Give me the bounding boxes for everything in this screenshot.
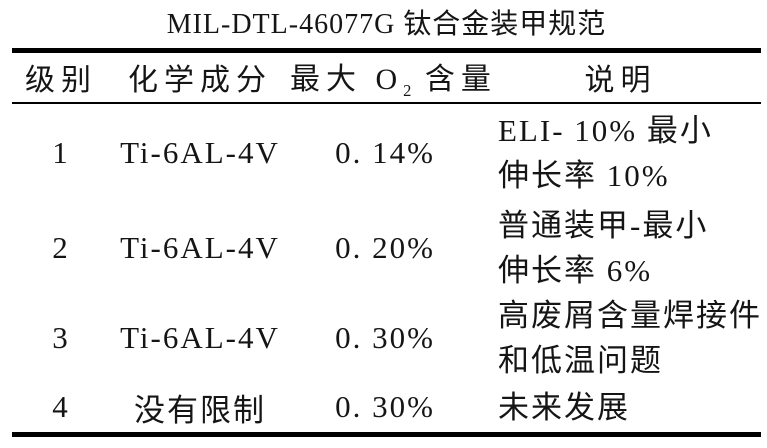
composition-cell: Ti-6AL-4V [120,229,280,265]
description-line-1: 高废屑含量焊接件 [498,297,762,333]
o2-subscript: 2 [403,80,412,100]
table-title: MIL-DTL-46077G 钛合金装甲规范 [166,9,607,40]
grade-cell: 4 [52,389,70,425]
table-header-row: 级别 化学成分 最大 O2 含量 说明 [12,51,761,103]
description-line-1: 普通装甲-最小 [498,207,709,243]
description-line-2: 和低温问题 [498,342,663,378]
description-line-1: ELI- 10% 最小 [498,113,713,148]
table-row: 4 没有限制 0. 30% 未来发展 [12,383,761,435]
max-o2-cell: 0. 30% [335,389,435,425]
column-header-description: 说明 [584,64,657,98]
grade-cell: 2 [52,229,70,265]
max-o2-text-suffix: 含量 [411,62,497,96]
column-header-grade: 级别 [25,64,97,98]
spec-table: 级别 化学成分 最大 O2 含量 说明 1 Ti-6AL-4V 0. 14% E… [12,48,761,437]
description-cell: ELI- 10% 最小 伸长率 10% [480,103,761,203]
table-row: 3 Ti-6AL-4V 0. 30% 高废屑含量焊接件 和低温问题 [12,293,761,383]
description-cell: 未来发展 [480,383,761,435]
column-header-max-o2: 最大 O2 含量 [290,51,491,103]
description-line-1: 未来发展 [498,389,630,425]
max-o2-cell: 0. 20% [335,229,435,265]
column-header-composition: 化学成分 [128,64,272,98]
description-line-2: 伸长率 6% [498,252,653,288]
document-page: MIL-DTL-46077G 钛合金装甲规范 级别 化学成分 最大 O2 含量 … [12,0,761,437]
composition-cell: Ti-6AL-4V [120,135,280,170]
table-row: 2 Ti-6AL-4V 0. 20% 普通装甲-最小 伸长率 6% [12,203,761,293]
grade-cell: 1 [52,135,70,170]
composition-cell: 没有限制 [134,392,266,428]
description-line-2: 伸长率 10% [498,158,670,193]
max-o2-text: 最大 O [290,62,404,96]
grade-cell: 3 [52,319,70,355]
description-cell: 高废屑含量焊接件 和低温问题 [480,293,761,383]
max-o2-cell: 0. 30% [335,319,435,355]
composition-cell: Ti-6AL-4V [120,319,280,355]
max-o2-cell: 0. 14% [335,135,435,170]
table-row: 1 Ti-6AL-4V 0. 14% ELI- 10% 最小 伸长率 10% [12,103,761,203]
description-cell: 普通装甲-最小 伸长率 6% [480,203,761,293]
